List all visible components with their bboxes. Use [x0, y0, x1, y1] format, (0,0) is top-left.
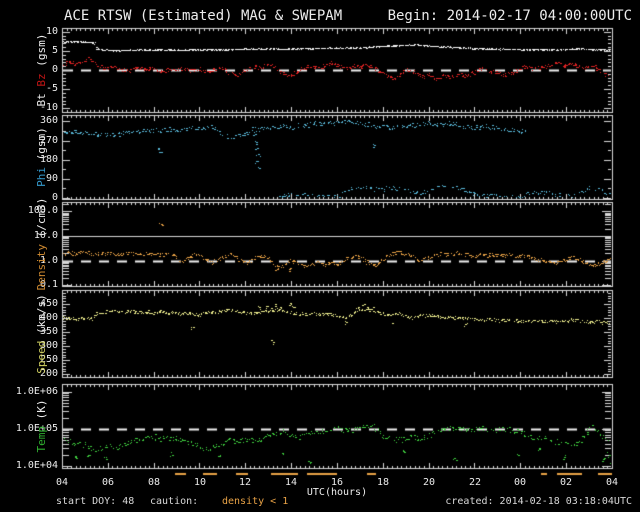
x-axis-title: UTC(hours) [306, 487, 368, 498]
chart-title: ACE RTSW (Estimated) MAG & SWEPAM [64, 8, 343, 24]
footer-start-doy: start DOY: 48 [56, 496, 135, 507]
begin-timestamp: Begin: 2014-02-17 04:00:00UTC [387, 8, 632, 24]
footer-created: created: 2014-02-18 03:18:04UTC [445, 496, 632, 507]
footer-caution-note: density < 1 [222, 496, 289, 507]
footer-caution-label: caution: [150, 496, 199, 507]
